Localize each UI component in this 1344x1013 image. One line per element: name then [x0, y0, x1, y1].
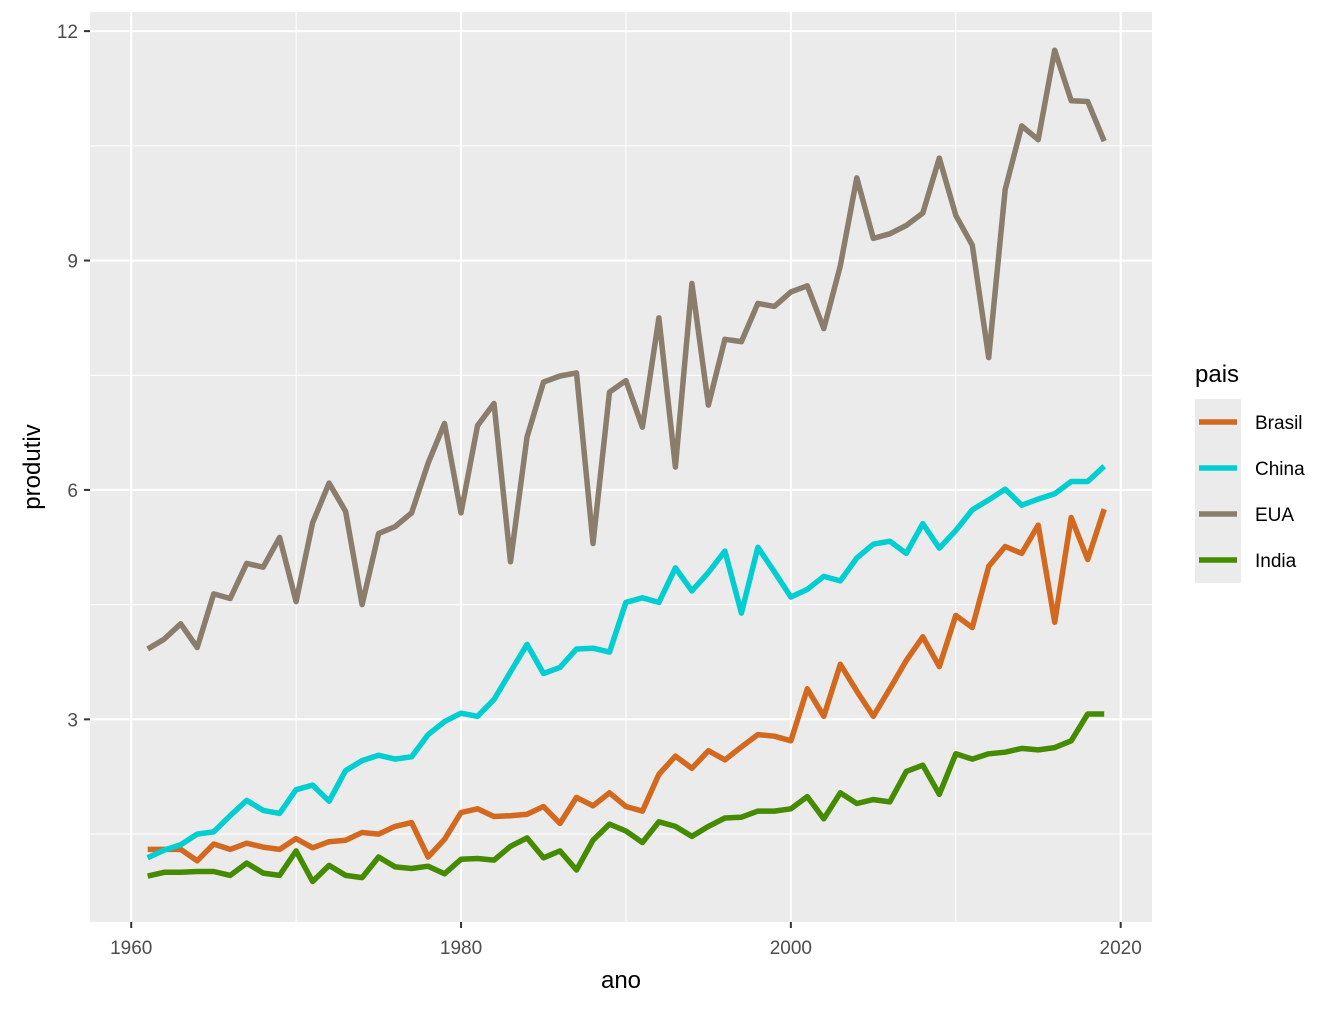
y-axis-title: produtiv — [19, 424, 46, 509]
y-axis: 3 6 9 12 — [57, 22, 90, 731]
legend-label-india: India — [1255, 551, 1297, 572]
x-tick-label: 1980 — [440, 938, 482, 959]
legend-label-brasil: Brasil — [1255, 413, 1303, 434]
series-lines — [146, 47, 1107, 885]
legend-label-eua: EUA — [1255, 505, 1294, 526]
legend: pais Brasil China EUA India — [1195, 361, 1305, 583]
y-tick-label: 6 — [67, 481, 78, 502]
legend-key-background — [1195, 399, 1241, 583]
series-line-india — [147, 711, 1105, 885]
plot-panel — [90, 12, 1152, 922]
series-line-eua — [146, 47, 1107, 652]
y-tick-label: 12 — [57, 22, 78, 43]
x-tick-label: 2020 — [1100, 938, 1142, 959]
x-tick-label: 1960 — [110, 938, 152, 959]
grid-minor — [90, 12, 1152, 922]
x-tick-label: 2000 — [770, 938, 812, 959]
y-tick-label: 9 — [67, 252, 78, 273]
x-axis: 1960 1980 2000 2020 — [110, 922, 1142, 959]
x-axis-title: ano — [601, 967, 641, 994]
series-line-china — [146, 464, 1107, 861]
legend-label-china: China — [1255, 459, 1305, 480]
y-tick-label: 3 — [67, 710, 78, 731]
legend-title: pais — [1195, 361, 1239, 388]
series-line-brasil — [147, 508, 1107, 864]
legend-items: Brasil China EUA India — [1199, 413, 1305, 572]
